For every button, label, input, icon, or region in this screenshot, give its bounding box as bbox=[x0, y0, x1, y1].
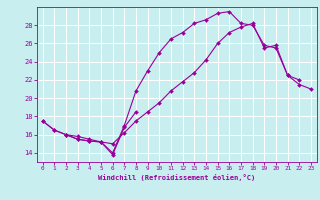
X-axis label: Windchill (Refroidissement éolien,°C): Windchill (Refroidissement éolien,°C) bbox=[98, 174, 255, 181]
